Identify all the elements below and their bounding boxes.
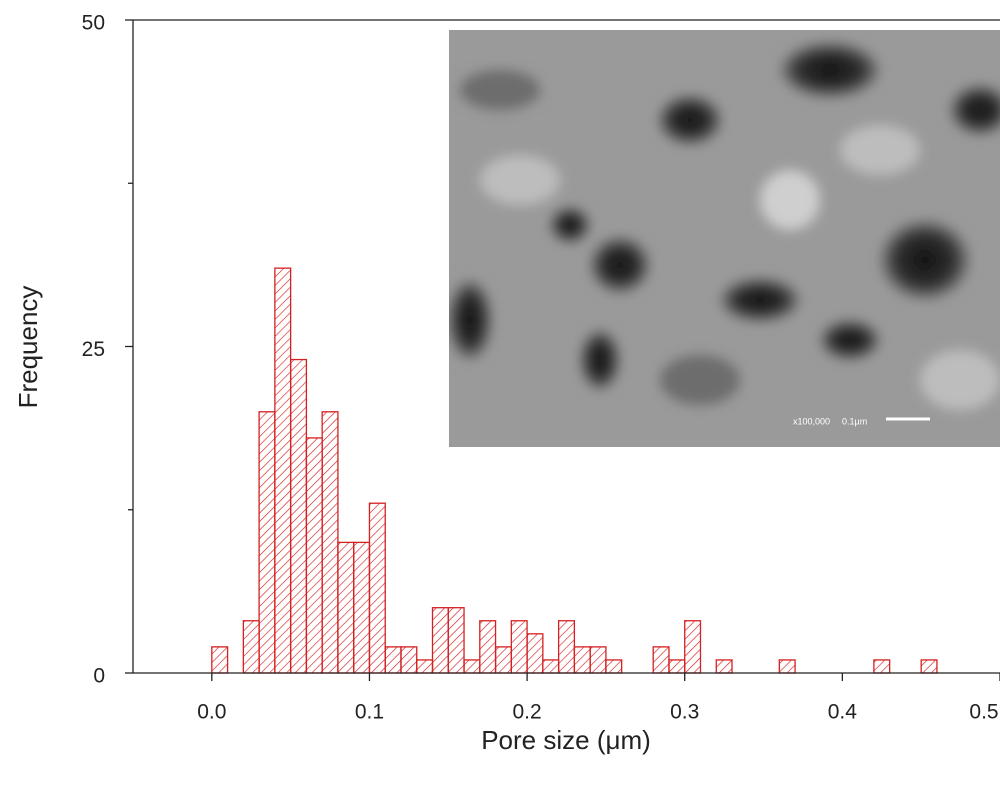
histogram-bar [211,646,229,674]
inset-label: 0.1μm [842,416,867,426]
x-tick-label: 0.4 [828,701,858,724]
histogram-bar [542,659,560,674]
histogram-bar [431,607,449,674]
histogram-bar [778,659,796,674]
histogram-bar [573,646,591,674]
histogram-bar [416,659,434,674]
histogram-bar [353,541,371,674]
x-tick-label: 0.1 [355,701,384,724]
histogram-bar [337,541,355,674]
histogram-bar [589,646,607,674]
x-tick-label: 0.2 [512,701,541,724]
histogram-bar [447,607,465,674]
histogram-bar [463,659,481,674]
histogram-bar [368,502,386,674]
x-tick-label: 0.3 [670,701,699,724]
y-tick-label: 50 [82,12,105,35]
y-tick-label: 25 [82,338,105,361]
sem-image [449,30,1000,447]
histogram-bar [274,267,292,674]
y-tick-label: 0 [93,665,105,688]
histogram-bar [479,620,497,674]
histogram-bar [400,646,418,674]
histogram-bar [494,646,512,674]
histogram-bar [668,659,686,674]
histogram-bar [684,620,702,674]
histogram-bar [258,411,276,674]
histogram-bar [557,620,576,674]
histogram-bar [873,659,891,674]
histogram-bar [384,646,402,674]
histogram-bar [652,646,670,674]
histogram-bar [305,437,323,674]
inset-label: x100,000 [793,416,830,426]
histogram-bar [920,659,938,674]
histogram-bar [289,358,308,674]
y-axis-label: Frequency [13,286,43,409]
histogram-bar [526,633,544,674]
histogram-bar [510,620,528,674]
histogram-bar [715,659,733,674]
histogram-bar [321,411,339,674]
x-tick-label: 0.5 [969,701,998,724]
x-tick-label: 0.0 [197,701,226,724]
histogram-bar [242,620,260,674]
x-axis-label: Pore size (μm) [481,725,651,755]
histogram-bar [605,659,623,674]
